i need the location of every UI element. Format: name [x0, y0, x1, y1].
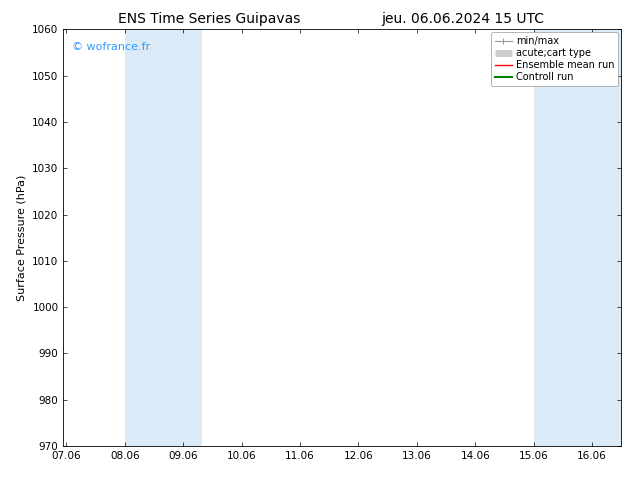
Y-axis label: Surface Pressure (hPa): Surface Pressure (hPa)	[16, 174, 27, 301]
Bar	[183, 29, 202, 446]
Bar	[125, 29, 183, 446]
Text: jeu. 06.06.2024 15 UTC: jeu. 06.06.2024 15 UTC	[381, 12, 545, 26]
Bar	[592, 29, 621, 446]
Bar	[534, 29, 553, 446]
Legend: min/max, acute;cart type, Ensemble mean run, Controll run: min/max, acute;cart type, Ensemble mean …	[491, 32, 618, 86]
Text: ENS Time Series Guipavas: ENS Time Series Guipavas	[118, 12, 301, 26]
Bar	[553, 29, 592, 446]
Text: © wofrance.fr: © wofrance.fr	[72, 42, 150, 52]
